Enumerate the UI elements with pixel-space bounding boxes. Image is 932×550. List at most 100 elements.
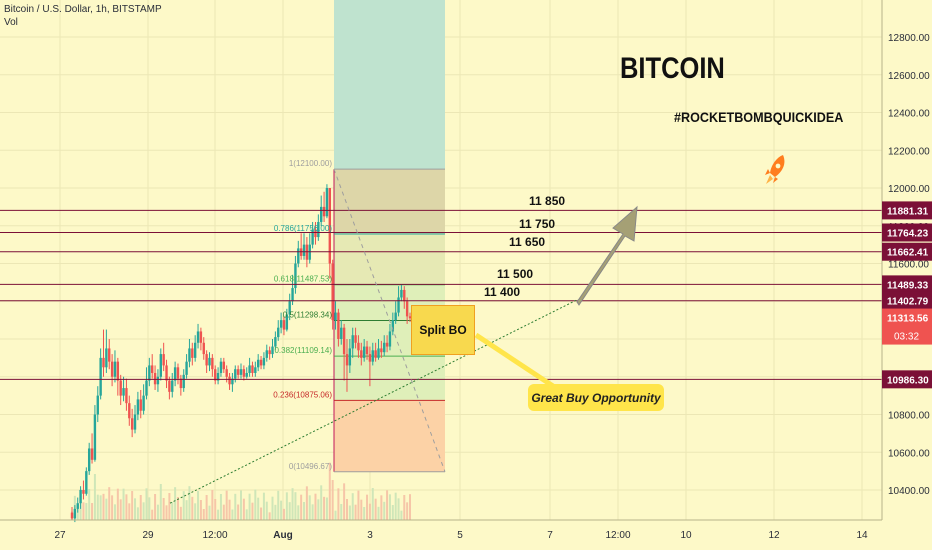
candles-layer: [70, 184, 412, 523]
volume-bar: [156, 504, 159, 520]
candle-body: [168, 380, 171, 392]
volume-bar: [237, 504, 240, 520]
candle-body: [130, 418, 134, 430]
volume-bar: [254, 489, 257, 520]
time-axis[interactable]: 27 29 12:00 Aug 3 5 7 12:00 10 12 14: [0, 519, 882, 541]
price-badge: [882, 275, 932, 294]
volume-indicator-label[interactable]: Vol: [4, 17, 18, 28]
volume-bar: [99, 495, 102, 520]
candle-body: [176, 367, 180, 379]
time-tick-label: 10: [680, 530, 692, 541]
candle-body: [391, 320, 395, 332]
level-text-labels: 11 850 11 750 11 650 11 500 11 400: [484, 194, 565, 299]
volume-bar: [176, 497, 179, 520]
candle-body: [105, 348, 108, 368]
candle-body: [239, 369, 243, 375]
candle-body: [362, 346, 366, 358]
candle-body: [302, 244, 306, 256]
price-badge-label: 11881.31: [887, 206, 929, 217]
level-text: 11 850: [529, 194, 565, 208]
candle-body: [156, 376, 160, 385]
price-badge-label: 11764.23: [887, 229, 929, 240]
candle-body: [288, 301, 291, 315]
candle-body: [225, 369, 228, 377]
candle-body: [108, 348, 111, 362]
candle-body: [385, 342, 389, 347]
volume-bar: [288, 502, 291, 520]
volume-bar: [400, 510, 403, 520]
candle-body: [93, 414, 97, 460]
volume-bar: [271, 496, 274, 520]
volume-bar: [317, 499, 320, 520]
volume-bar: [340, 504, 343, 520]
volume-bar: [151, 509, 154, 520]
candle-body: [274, 337, 277, 347]
volume-bar: [214, 499, 217, 520]
candle-body: [265, 350, 268, 358]
candle-body: [322, 206, 326, 217]
volume-bar: [91, 503, 94, 520]
candle-body: [202, 342, 205, 355]
volume-bar: [174, 487, 177, 520]
candle-body: [400, 289, 403, 298]
level-text: 11 400: [484, 285, 520, 299]
fib-zone-4: [334, 400, 445, 472]
volume-bar: [308, 495, 311, 520]
time-tick-label: 3: [367, 530, 373, 541]
candle-body: [148, 365, 151, 381]
rocket-icon: [763, 153, 789, 194]
volume-bar: [148, 497, 151, 520]
volume-bar: [268, 512, 271, 520]
level-text: 11 750: [519, 217, 555, 231]
symbol-line: Bitcoin / U.S. Dollar, 1h, BITSTAMP: [4, 4, 162, 15]
price-axis[interactable]: 10400.0010600.0010800.0011000.0011200.00…: [881, 0, 932, 550]
volume-bar: [240, 490, 242, 520]
fibonacci-zones: [333, 0, 445, 473]
volume-bar: [85, 503, 88, 520]
volume-bar: [139, 495, 142, 520]
time-tick-label: 12:00: [202, 530, 227, 541]
volume-bar: [354, 504, 357, 520]
candle-body: [85, 471, 88, 494]
candle-body: [145, 380, 148, 396]
candle-body: [254, 367, 257, 373]
candle-body: [188, 348, 191, 362]
time-tick-label: 27: [54, 530, 66, 541]
volume-bar: [377, 506, 380, 520]
volume-bar: [105, 498, 108, 520]
candle-body: [128, 403, 131, 419]
volume-bar: [171, 502, 174, 520]
volume-bar: [219, 494, 222, 520]
candle-body: [139, 399, 142, 411]
candle-body: [377, 348, 380, 358]
volume-bar: [248, 493, 251, 520]
volume-bar: [165, 505, 168, 520]
volume-bar: [328, 462, 331, 520]
volume-bar: [108, 487, 111, 520]
volume-bar: [406, 502, 409, 520]
price-axis-bg: [882, 0, 932, 550]
volume-bar: [188, 486, 191, 520]
volume-bar: [88, 489, 91, 520]
price-badge: [882, 291, 932, 310]
volume-bar: [366, 494, 369, 520]
volume-bar: [119, 499, 122, 520]
price-tick-label: 12600.00: [888, 71, 930, 82]
price-badge: [882, 370, 932, 389]
volume-bar: [228, 499, 231, 520]
candle-body: [354, 335, 357, 343]
candle-body: [242, 369, 246, 377]
candle-body: [191, 348, 194, 358]
candle-body: [342, 327, 346, 355]
candle-body: [271, 346, 274, 355]
volume-bar: [125, 494, 128, 520]
candle-body: [380, 348, 383, 353]
volume-bar: [311, 504, 314, 520]
volume-bar: [394, 492, 397, 520]
candle-body: [234, 369, 237, 379]
candle-body: [173, 367, 177, 381]
volume-bar: [314, 493, 317, 520]
candle-body: [277, 327, 280, 338]
time-tick-label: 14: [856, 530, 868, 541]
